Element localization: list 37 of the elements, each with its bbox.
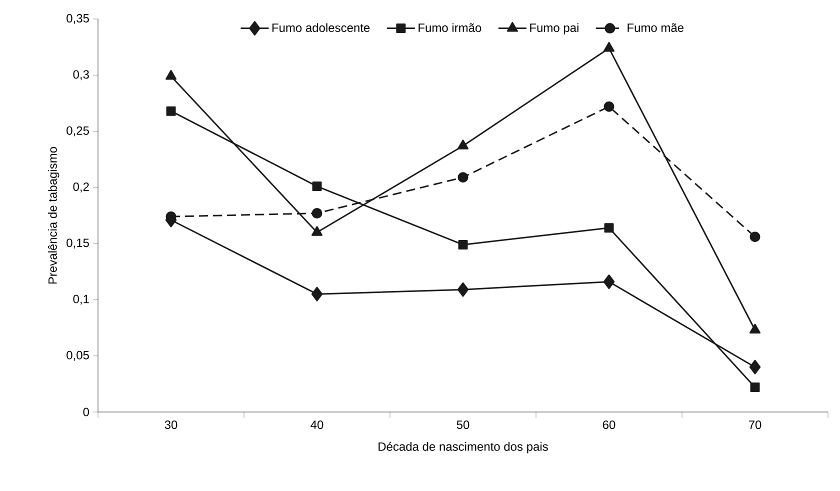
point xyxy=(750,382,760,392)
x-tick-label: 30 xyxy=(164,420,178,430)
point xyxy=(165,70,177,80)
point xyxy=(457,282,469,297)
y-tick-label: 0,35 xyxy=(66,14,89,24)
x-tick-label: 60 xyxy=(602,420,616,430)
point xyxy=(749,360,761,374)
x-tick-label: 70 xyxy=(748,420,762,430)
point xyxy=(458,172,468,183)
point xyxy=(166,106,176,116)
x-axis-title: Década de nascimento dos pais xyxy=(378,442,548,454)
y-tick-label: 0,2 xyxy=(73,182,89,192)
y-tick-label: 0,1 xyxy=(73,294,89,305)
y-tick-label: 0,25 xyxy=(66,126,89,136)
point xyxy=(312,182,322,192)
point xyxy=(604,101,614,112)
legend-label: Fumo pai xyxy=(530,23,578,34)
point xyxy=(604,223,614,233)
y-axis-title: Prevalência de tabagismo xyxy=(48,147,60,284)
point xyxy=(311,226,323,236)
point xyxy=(457,140,469,150)
y-tick-label: 0,15 xyxy=(66,238,89,249)
point xyxy=(603,42,615,52)
point xyxy=(311,286,323,302)
legend-label: Fumo irmão xyxy=(418,23,482,32)
legend-label: Fumo adolescente xyxy=(272,23,370,32)
x-tick-label: 50 xyxy=(456,420,470,430)
legend-label: Fumo mãe xyxy=(628,23,684,32)
point xyxy=(312,208,322,219)
x-tick-label: 40 xyxy=(310,420,324,430)
y-tick-label: 0 xyxy=(83,408,90,416)
point xyxy=(749,324,761,334)
point xyxy=(603,274,615,289)
point xyxy=(458,240,468,250)
y-tick-label: 0,05 xyxy=(66,350,89,361)
point xyxy=(750,232,760,242)
y-tick-label: 0,3 xyxy=(73,70,89,80)
